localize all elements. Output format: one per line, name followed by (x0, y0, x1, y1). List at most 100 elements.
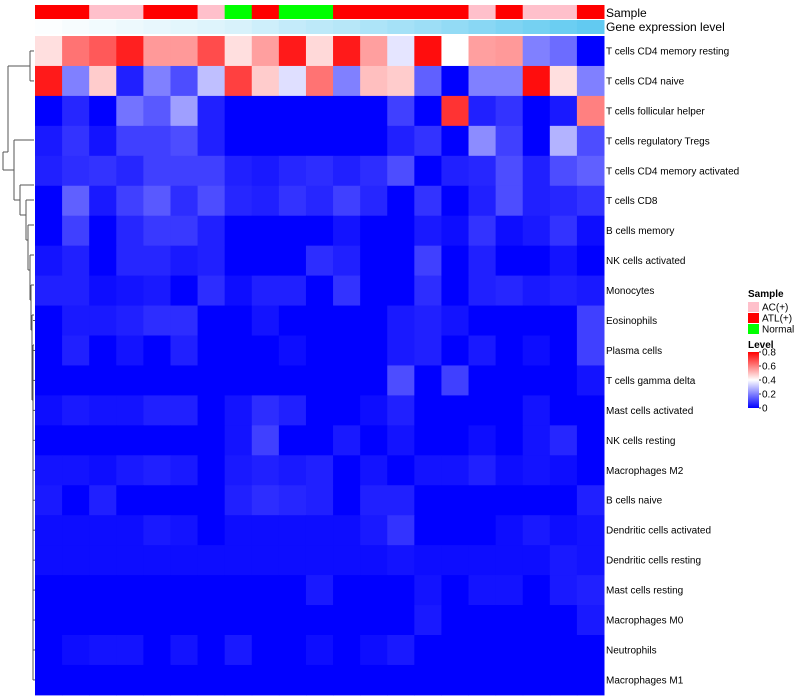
heatmap-cell (35, 335, 63, 366)
heatmap-cell (522, 36, 551, 67)
heatmap-cell (522, 545, 551, 576)
heatmap-cell (468, 485, 497, 516)
row-label: Macrophages M2 (606, 466, 684, 477)
heatmap-cell (387, 545, 415, 576)
heatmap-cell (197, 395, 226, 426)
sample-annotation-cell (116, 5, 144, 19)
heatmap-cell (441, 185, 470, 217)
heatmap-cell (576, 365, 605, 396)
heatmap-cell (35, 515, 63, 546)
heatmap-cell (170, 515, 199, 546)
heatmap-cell (441, 635, 470, 666)
heatmap-cell (170, 245, 199, 277)
heatmap-cell (576, 545, 605, 576)
heatmap-cell (143, 245, 171, 277)
heatmap-cell (387, 395, 415, 426)
heatmap-cell (333, 455, 361, 486)
heatmap-cell (495, 425, 524, 456)
heatmap-cell (522, 275, 551, 307)
heatmap-cell (387, 425, 415, 456)
heatmap-cell (576, 155, 605, 187)
heatmap-cell (522, 305, 551, 336)
heatmap-cell (89, 545, 117, 576)
heatmap-cell (387, 155, 415, 187)
heatmap-cell (360, 575, 388, 606)
heatmap-cell (414, 455, 442, 486)
heatmap-cell (278, 215, 307, 247)
heatmap-cell (251, 515, 280, 546)
heatmap-cell (387, 605, 415, 636)
heatmap-cell (414, 515, 442, 546)
heatmap-cell (522, 155, 551, 187)
sample-annotation-cell (278, 5, 307, 19)
heatmap-cell (468, 275, 497, 307)
row-label: T cells CD8 (606, 196, 658, 207)
heatmap-cell (89, 455, 117, 486)
heatmap-cell (387, 575, 415, 606)
heatmap-cell (116, 275, 144, 307)
heatmap-cell (441, 575, 470, 606)
heatmap-cell (143, 395, 171, 426)
heatmap-cell (143, 485, 171, 516)
heatmap-cell (62, 575, 90, 606)
heatmap-cell (224, 635, 253, 666)
heatmap-cell (522, 485, 551, 516)
heatmap-cell (360, 335, 388, 366)
heatmap-cell (305, 65, 334, 97)
heatmap-cell (89, 365, 117, 396)
heatmap-cell (170, 455, 199, 486)
row-label: Dendritic cells resting (606, 556, 701, 567)
heatmap-cell (89, 245, 117, 277)
heatmap-cell (305, 635, 334, 666)
heatmap-cell (333, 635, 361, 666)
heatmap-cell (576, 305, 605, 336)
heatmap-cell (305, 245, 334, 277)
heatmap-cell (278, 515, 307, 546)
gene-expression-cell (522, 20, 551, 34)
heatmap-cell (278, 575, 307, 606)
heatmap-cell (224, 305, 253, 336)
heatmap-cell (224, 155, 253, 187)
sample-annotation-bar (35, 5, 605, 19)
heatmap-cell (468, 125, 497, 157)
heatmap-cell (278, 605, 307, 636)
heatmap-cell (62, 635, 90, 666)
heatmap-cell (468, 215, 497, 247)
heatmap-cell (224, 455, 253, 486)
heatmap-cell (441, 65, 470, 97)
heatmap-cell (360, 515, 388, 546)
heatmap-cell (35, 485, 63, 516)
heatmap-cell (333, 185, 361, 217)
heatmap-cell (116, 95, 144, 127)
heatmap-cell (549, 36, 578, 67)
heatmap-cell (170, 365, 199, 396)
heatmap-cell (197, 425, 226, 456)
heatmap-cell (62, 664, 90, 696)
heatmap-cell (495, 455, 524, 486)
heatmap-cell (522, 605, 551, 636)
heatmap-cell (116, 485, 144, 516)
heatmap-cell (305, 365, 334, 396)
heatmap-cell (197, 545, 226, 576)
heatmap-cell (441, 305, 470, 336)
heatmap-cell (576, 245, 605, 277)
heatmap-cell (62, 605, 90, 636)
heatmap-cell (522, 455, 551, 486)
heatmap-cell (170, 125, 199, 157)
heatmap-cell (576, 635, 605, 666)
heatmap-cell (333, 95, 361, 127)
heatmap-cell (387, 365, 415, 396)
heatmap-cell (62, 395, 90, 426)
heatmap-cell (251, 605, 280, 636)
heatmap-cell (360, 125, 388, 157)
heatmap-cell (251, 635, 280, 666)
gene-expression-cell (224, 20, 253, 34)
heatmap-cell (116, 335, 144, 366)
heatmap-cell (333, 425, 361, 456)
heatmap-cell (360, 275, 388, 307)
legend-level-tick-label: 0.2 (762, 390, 776, 401)
heatmap-cell (495, 335, 524, 366)
heatmap-cell (305, 664, 334, 696)
heatmap-cell (495, 245, 524, 277)
heatmap-cell (576, 125, 605, 157)
